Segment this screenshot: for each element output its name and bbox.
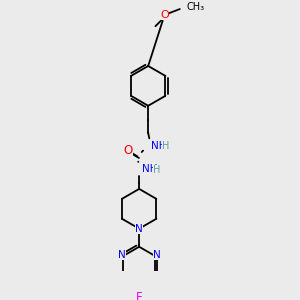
Text: N: N — [118, 250, 126, 260]
Text: H: H — [153, 165, 160, 175]
Text: O: O — [160, 11, 169, 20]
Text: H: H — [162, 141, 169, 152]
Text: O: O — [124, 145, 133, 158]
Text: N: N — [135, 224, 143, 234]
Text: NH: NH — [142, 164, 158, 174]
Text: CH₃: CH₃ — [186, 2, 204, 12]
Text: NH: NH — [151, 140, 167, 151]
Text: F: F — [136, 291, 142, 300]
Text: N: N — [153, 250, 160, 260]
